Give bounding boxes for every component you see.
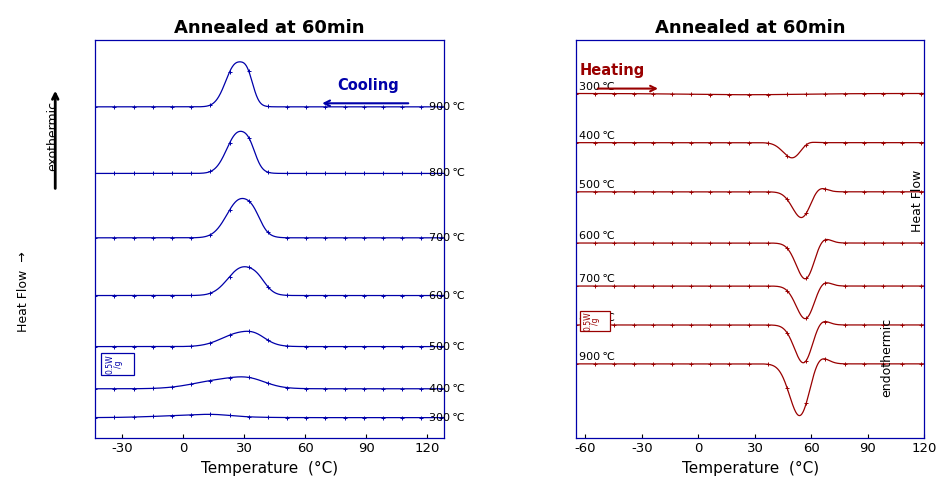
Text: 600 ℃: 600 ℃	[578, 231, 614, 241]
Text: 400 ℃: 400 ℃	[578, 131, 614, 141]
Text: Heat Flow  →: Heat Flow →	[17, 252, 30, 332]
Text: endothermic: endothermic	[879, 317, 892, 397]
Text: 500 ℃: 500 ℃	[429, 342, 465, 352]
Text: /g: /g	[113, 361, 123, 368]
Text: 0.5W: 0.5W	[583, 311, 592, 330]
Text: 900 ℃: 900 ℃	[578, 352, 614, 362]
Text: Heating: Heating	[579, 63, 645, 78]
Text: 800 ℃: 800 ℃	[429, 169, 465, 179]
Title: Annealed at 60min: Annealed at 60min	[654, 19, 844, 37]
Text: 500 ℃: 500 ℃	[578, 180, 614, 190]
Text: Cooling: Cooling	[337, 77, 399, 93]
Text: exothermic: exothermic	[46, 101, 59, 171]
Text: /g: /g	[590, 317, 600, 324]
Text: 600 ℃: 600 ℃	[429, 291, 465, 300]
X-axis label: Temperature  (°C): Temperature (°C)	[681, 461, 818, 476]
Bar	[579, 311, 609, 331]
Text: 800 ℃: 800 ℃	[578, 313, 614, 323]
Text: 300 ℃: 300 ℃	[429, 412, 465, 423]
Text: 0.5W: 0.5W	[106, 355, 114, 374]
Text: 900 ℃: 900 ℃	[429, 102, 465, 112]
Text: 400 ℃: 400 ℃	[429, 384, 465, 394]
Title: Annealed at 60min: Annealed at 60min	[174, 19, 365, 37]
Text: 700 ℃: 700 ℃	[429, 233, 465, 243]
X-axis label: Temperature  (°C): Temperature (°C)	[201, 461, 338, 476]
Bar	[101, 353, 134, 375]
Text: 300 ℃: 300 ℃	[578, 82, 614, 92]
Text: Heat Flow: Heat Flow	[910, 170, 923, 232]
Text: 700 ℃: 700 ℃	[578, 275, 614, 284]
